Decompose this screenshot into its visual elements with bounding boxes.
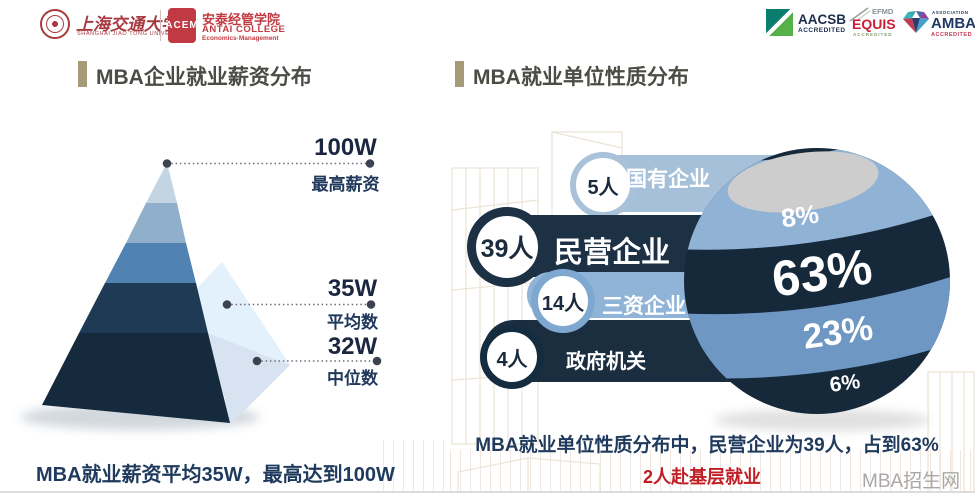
leader-lines xyxy=(167,162,377,362)
equis-accredited: ACCREDITED xyxy=(853,32,893,37)
amba-association: ASSOCIATION xyxy=(932,10,969,15)
right-summary: MBA就业单位性质分布中，民营企业为39人，占到63% xyxy=(475,435,939,456)
acem-logo-icon: ACEM xyxy=(165,8,198,43)
pyramid-value-avg: 35W xyxy=(327,275,378,302)
amba-name: AMBA xyxy=(931,15,975,32)
pyramid-chart xyxy=(42,163,290,424)
sjtu-name-en: SHANGHAI JIAO TONG UNIVERSITY xyxy=(77,31,189,37)
building-sketch xyxy=(451,131,975,491)
left-panel-title: MBA企业就业薪资分布 xyxy=(96,66,312,89)
category-label-private: 民营企业 xyxy=(554,237,671,269)
grassroots-highlight: 2人赴基层就业 xyxy=(642,467,761,487)
left-summary: MBA就业薪资平均35W，最高达到100W xyxy=(36,464,395,486)
building-fence-left xyxy=(383,440,445,491)
pyramid-layer-4 xyxy=(79,283,208,333)
aacsb-logo-icon xyxy=(766,9,793,36)
amba-accredited: ACCREDITED xyxy=(931,32,973,38)
count-circle-foreign: 14人 xyxy=(531,269,595,333)
efmd-label: EFMD xyxy=(872,7,894,16)
college-name-en: ANTAI COLLEGE xyxy=(202,24,286,35)
pyramid-label-median: 中位数 xyxy=(327,369,378,388)
leader-dots xyxy=(162,159,382,366)
pyramid-label-avg: 平均数 xyxy=(327,313,378,332)
pyramid-layer-5 xyxy=(42,333,230,423)
header-divider xyxy=(160,10,161,41)
watermark: MBA招生网 xyxy=(862,471,961,492)
amba-gem-icon xyxy=(903,11,929,33)
sphere-cap xyxy=(727,151,879,213)
college-name-zh: 安泰经管学院 xyxy=(202,12,281,27)
sphere-band-foreign xyxy=(684,254,950,379)
category-label-soe: 国有企业 xyxy=(626,168,710,191)
pyramid-layer-2 xyxy=(126,203,186,243)
equis-swoosh-icon xyxy=(849,7,871,22)
pyramid-value-max: 100W xyxy=(314,134,377,161)
count-circle-private: 39人 xyxy=(467,207,547,287)
pyramid-side-upper xyxy=(197,262,290,365)
right-panel-title: MBA就业单位性质分布 xyxy=(473,66,689,89)
pyramid-layer-3 xyxy=(105,243,196,283)
sphere-shadow xyxy=(714,409,930,431)
sjtu-seal-icon xyxy=(40,9,70,39)
building-fence-bottom xyxy=(450,450,975,491)
college-sub: Economics·Management xyxy=(202,35,279,42)
aacsb-name: AACSB xyxy=(798,12,847,27)
equis-name: EQUIS xyxy=(852,16,896,32)
aacsb-accredited: ACCREDITED xyxy=(798,27,846,34)
right-title-marker xyxy=(455,61,464,87)
sjtu-name-zh: 上海交通大学 xyxy=(76,15,178,35)
category-label-government: 政府机关 xyxy=(566,351,646,373)
count-circle-government: 4人 xyxy=(480,325,544,389)
pyramid-label-max: 最高薪资 xyxy=(311,175,380,194)
pyramid-side-lower xyxy=(208,333,290,424)
pyramid-layer-1 xyxy=(146,163,177,203)
category-label-foreign: 三资企业 xyxy=(602,295,686,318)
pyramid-value-median: 32W xyxy=(327,333,378,360)
sphere-chart xyxy=(684,148,950,414)
left-title-marker xyxy=(78,61,87,87)
